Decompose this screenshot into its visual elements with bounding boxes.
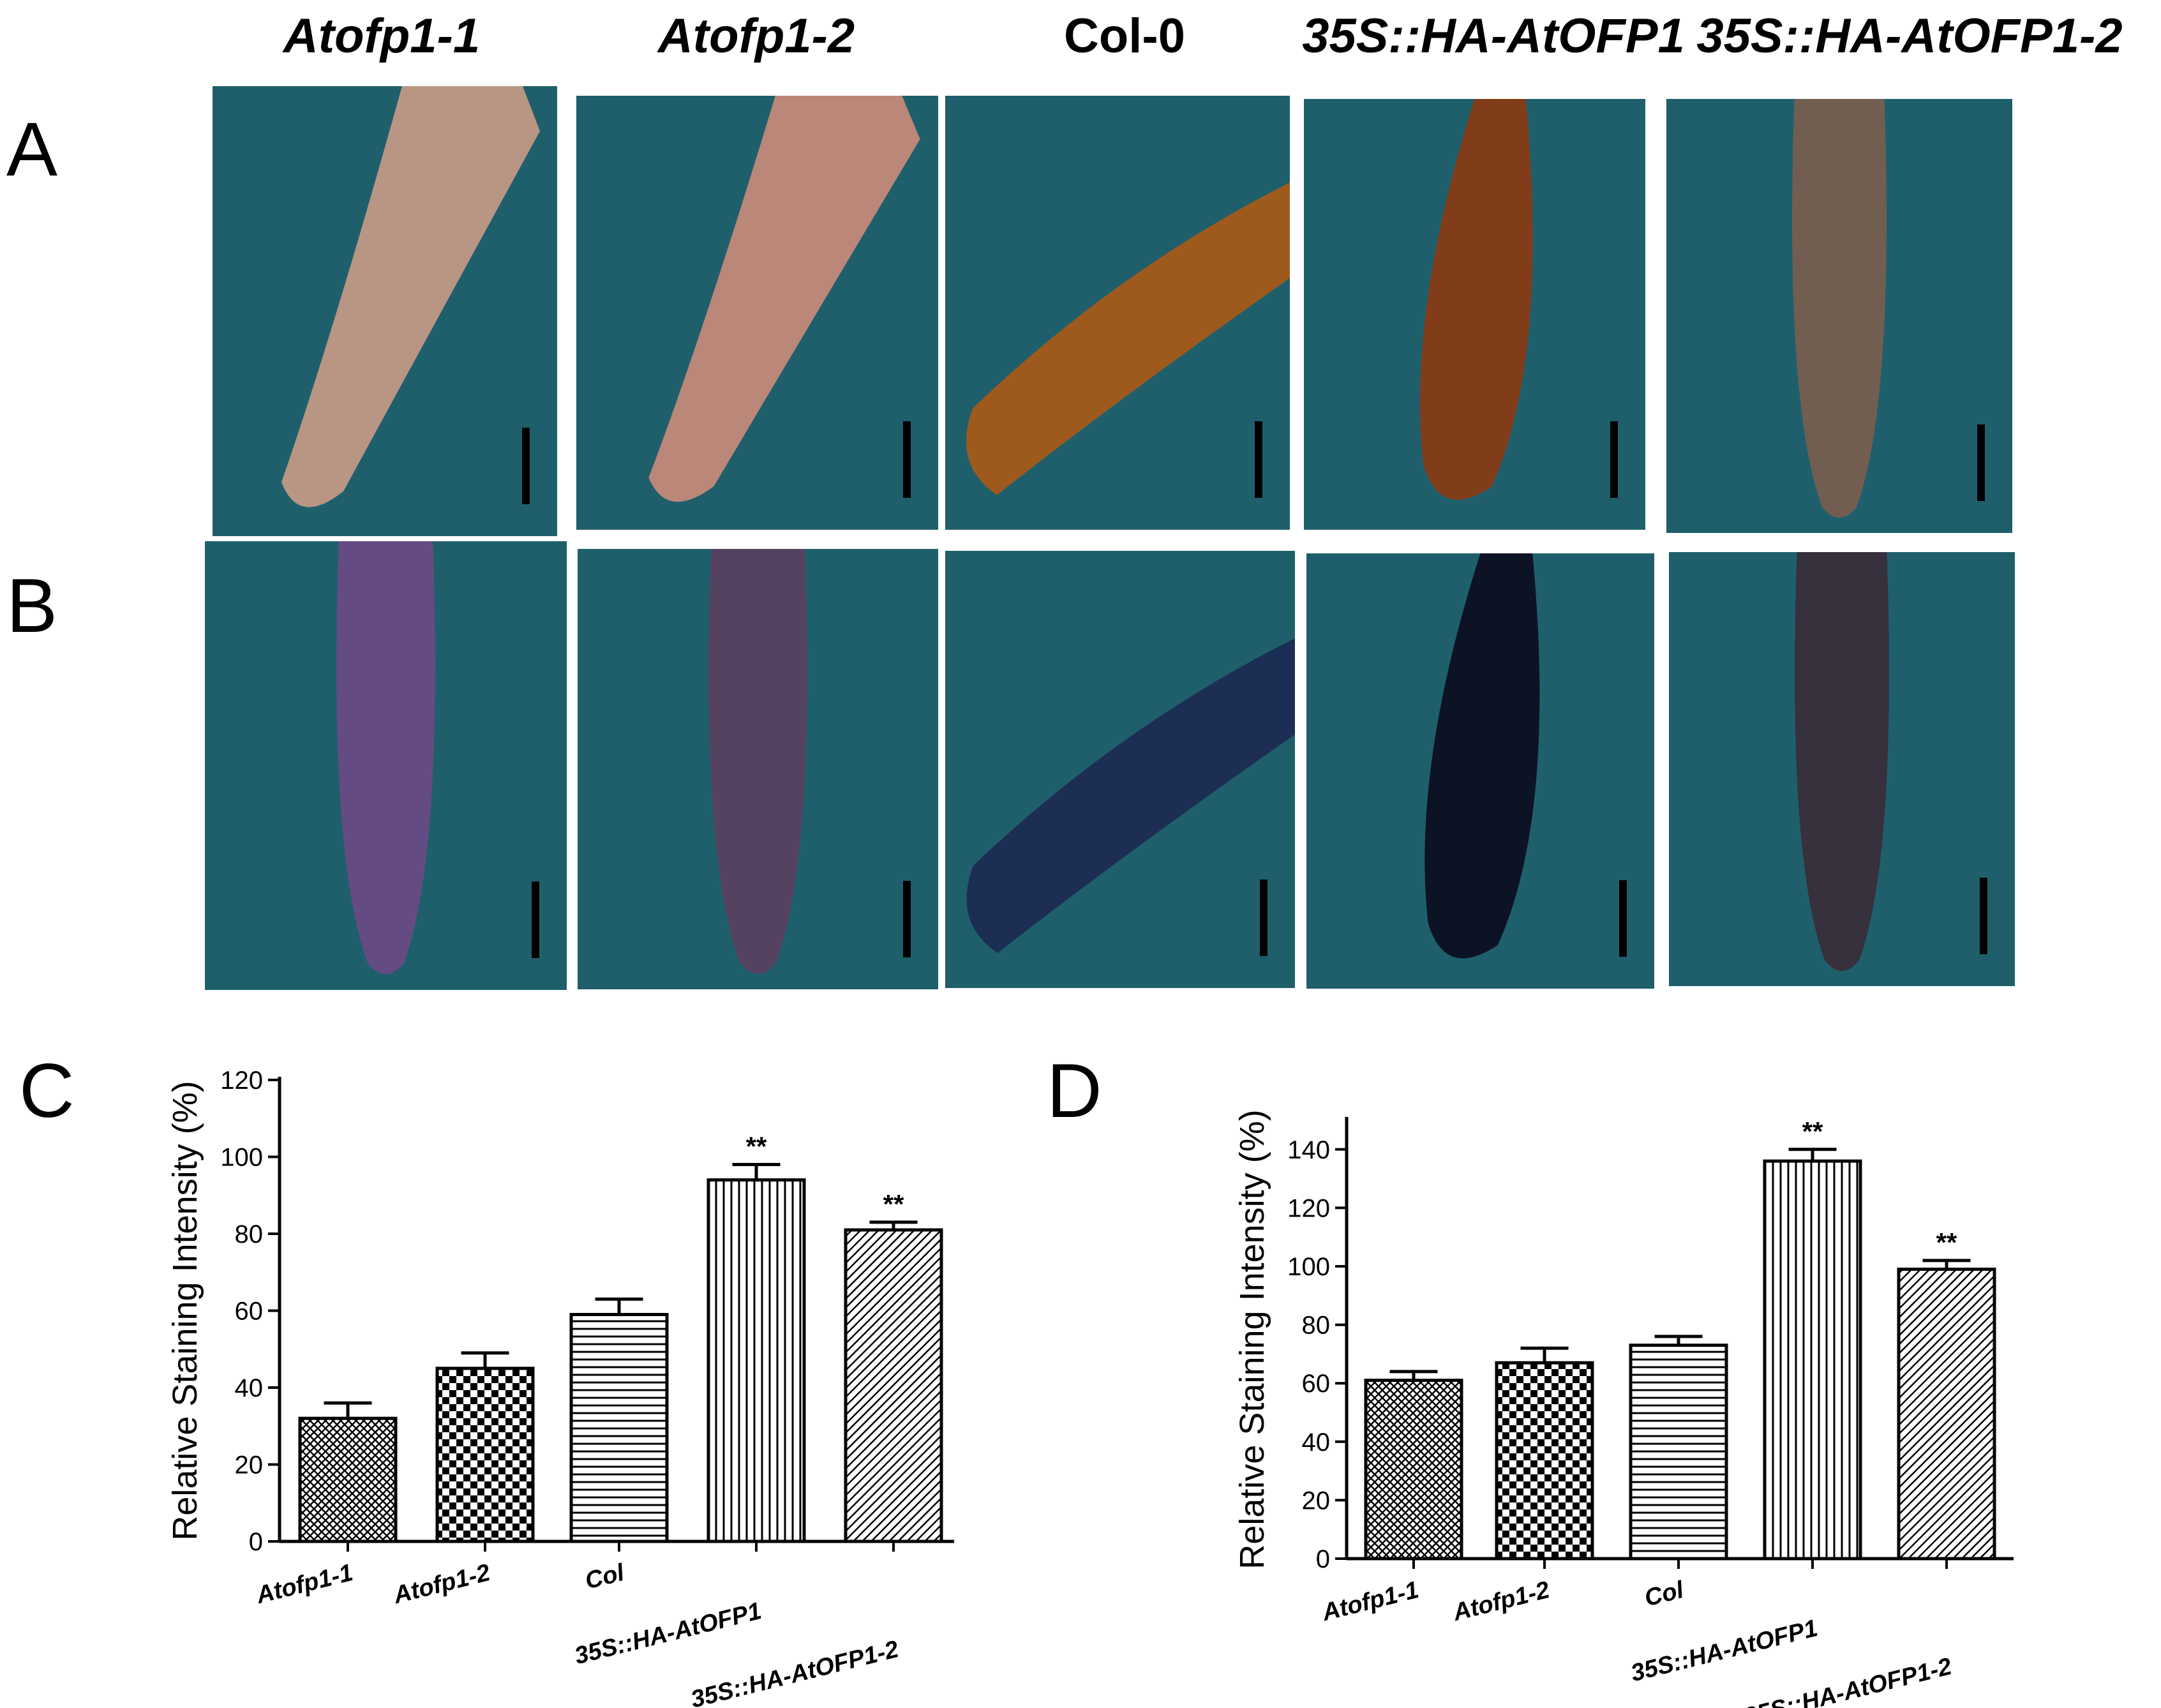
scale-bar	[903, 881, 911, 957]
y-tick-label: 60	[235, 1298, 264, 1326]
column-title: Atofp1-2	[657, 9, 855, 63]
y-tick-label: 40	[1302, 1428, 1331, 1457]
x-tick-label: 35S::HA-AtOFP1	[572, 1598, 764, 1670]
scale-bar	[1260, 880, 1267, 956]
micrograph-b-root	[708, 549, 807, 974]
panel-label-d: D	[1047, 1048, 1102, 1134]
column-title: Atofp1-1	[282, 9, 480, 63]
x-tick-label: 35S::HA-AtOFP1	[1628, 1615, 1820, 1687]
x-tick-label: Atofp1-2	[391, 1559, 493, 1609]
bar	[1495, 1361, 1594, 1561]
micrograph-a-root	[648, 96, 920, 502]
bar	[1897, 1268, 1996, 1561]
panel-label-a: A	[6, 107, 57, 192]
bar	[707, 1178, 806, 1543]
micrograph-b-root	[1424, 553, 1540, 959]
micrograph-a-root	[966, 183, 1290, 495]
x-tick-label: Col	[583, 1559, 628, 1595]
micrograph-b-root	[1795, 552, 1889, 971]
x-tick-label: Atofp1-1	[253, 1559, 356, 1609]
column-title: 35S::HA-AtOFP1	[1302, 9, 1685, 63]
chart-d: 0 20 40 60 80 100 120 140 Relative Staining Inte…	[1233, 1109, 2014, 1708]
micrograph-a-root	[281, 86, 540, 507]
significance-label: **	[746, 1132, 767, 1162]
y-tick-label: 40	[235, 1374, 264, 1402]
y-tick-label: 60	[1302, 1370, 1331, 1398]
bar	[298, 1416, 398, 1543]
panel-label-b: B	[6, 563, 57, 648]
bar	[1763, 1159, 1862, 1561]
panel-label-c: C	[19, 1048, 75, 1134]
x-tick-label: Col	[1642, 1577, 1687, 1612]
y-axis-label: Relative Staining Intensity (%)	[1233, 1109, 1271, 1569]
bar	[1629, 1344, 1728, 1561]
y-tick-label: 80	[1302, 1312, 1331, 1340]
significance-label: **	[883, 1189, 904, 1219]
x-tick-label: 35S::HA-AtOFP1-2	[1741, 1653, 1954, 1708]
bar	[435, 1367, 535, 1543]
y-tick-label: 0	[1316, 1545, 1330, 1573]
y-tick-label: 20	[1302, 1487, 1331, 1515]
y-tick-label: 100	[1287, 1253, 1330, 1281]
chart-c: 0 20 40 60 80 100 120 Relative Staining Intensi…	[166, 1067, 954, 1708]
bar	[1364, 1379, 1463, 1561]
bar	[569, 1313, 669, 1543]
scale-bar	[1610, 421, 1618, 498]
scale-bar	[903, 421, 911, 498]
significance-label: **	[1802, 1116, 1823, 1146]
scale-bar	[1619, 880, 1627, 957]
scale-bar	[1255, 421, 1262, 498]
y-tick-label: 120	[1287, 1194, 1330, 1222]
bar	[844, 1228, 943, 1543]
micrograph-b-root	[966, 638, 1295, 954]
y-tick-label: 100	[220, 1144, 263, 1172]
micrograph-grid	[205, 86, 2015, 990]
y-tick-label: 80	[235, 1220, 264, 1248]
scale-bar	[532, 881, 539, 958]
micrograph-a-root	[1792, 99, 1887, 518]
micrograph-b-root	[336, 541, 435, 975]
column-title: Col-0	[1064, 9, 1185, 63]
y-tick-label: 140	[1287, 1136, 1330, 1164]
x-tick-label: Atofp1-2	[1450, 1577, 1553, 1626]
x-tick-label: Atofp1-1	[1319, 1577, 1422, 1626]
column-titles: Atofp1-1 Atofp1-2 Col-0 35S::HA-AtOFP1 3…	[282, 9, 2123, 63]
significance-label: **	[1936, 1227, 1957, 1257]
scale-bar	[522, 428, 530, 504]
y-tick-label: 120	[220, 1067, 263, 1095]
column-title: 35S::HA-AtOFP1-2	[1696, 9, 2122, 63]
scale-bar	[1977, 424, 1985, 501]
x-tick-label: 35S::HA-AtOFP1-2	[688, 1636, 901, 1708]
micrograph-a-root	[1419, 99, 1533, 500]
y-tick-label: 20	[235, 1451, 264, 1480]
scale-bar	[1980, 878, 1987, 954]
y-tick-label: 0	[249, 1528, 263, 1556]
y-axis-label: Relative Staining Intensity (%)	[166, 1081, 204, 1540]
